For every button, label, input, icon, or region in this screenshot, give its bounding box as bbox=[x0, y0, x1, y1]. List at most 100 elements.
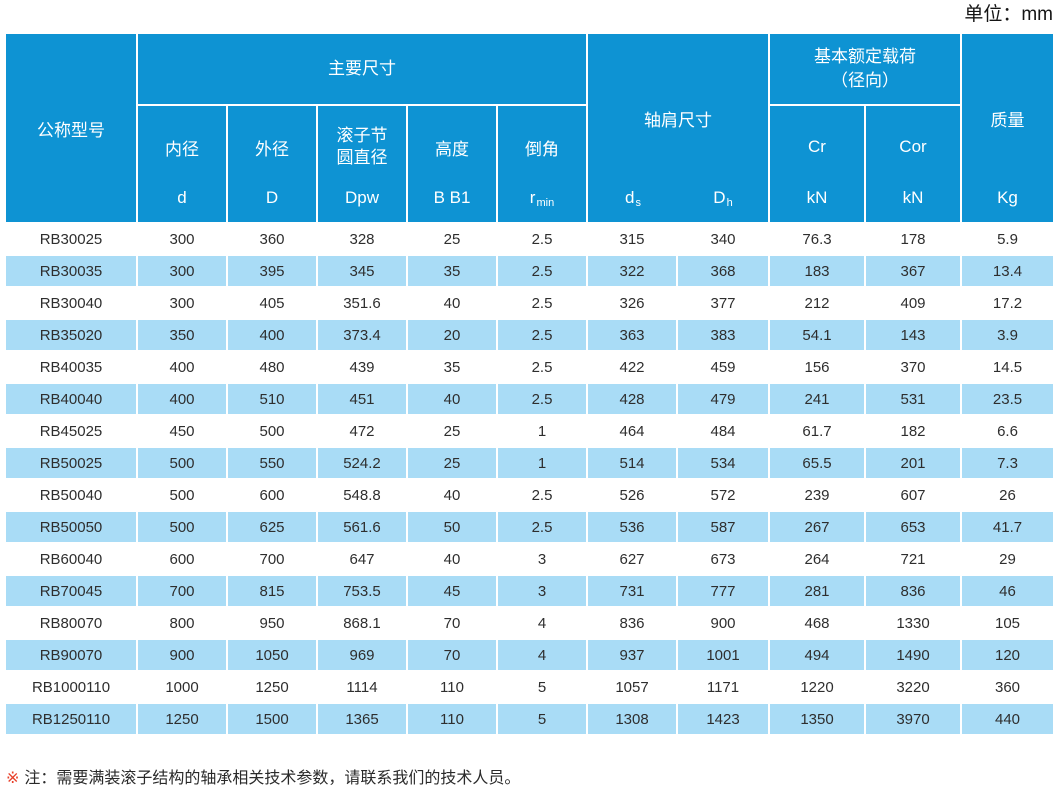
value-cell: 531 bbox=[866, 384, 960, 414]
value-cell: 510 bbox=[228, 384, 316, 414]
col-group-main-dimensions: 主要尺寸 bbox=[138, 34, 586, 104]
value-cell: 2.5 bbox=[498, 512, 586, 542]
value-cell: 800 bbox=[138, 608, 226, 638]
value-cell: 20 bbox=[408, 320, 496, 350]
value-cell: 368 bbox=[678, 256, 768, 286]
value-cell: 1220 bbox=[770, 672, 864, 702]
value-cell: 1114 bbox=[318, 672, 406, 702]
value-cell: 500 bbox=[228, 416, 316, 446]
value-cell: 50 bbox=[408, 512, 496, 542]
value-cell: 3 bbox=[498, 576, 586, 606]
value-cell: 587 bbox=[678, 512, 768, 542]
value-cell: 1 bbox=[498, 416, 586, 446]
value-cell: 395 bbox=[228, 256, 316, 286]
value-cell: 1365 bbox=[318, 704, 406, 734]
value-cell: 4 bbox=[498, 608, 586, 638]
value-cell: 239 bbox=[770, 480, 864, 510]
model-cell: RB30035 bbox=[6, 256, 136, 286]
table-row: RB35020 350 400 373.4 20 2.5 363 383 54.1 143 3.9 bbox=[6, 320, 1053, 350]
value-cell: 405 bbox=[228, 288, 316, 318]
value-cell: 673 bbox=[678, 544, 768, 574]
value-cell: 315 bbox=[588, 224, 676, 254]
value-cell: 1000 bbox=[138, 672, 226, 702]
value-cell: 61.7 bbox=[770, 416, 864, 446]
model-cell: RB70045 bbox=[6, 576, 136, 606]
value-cell: 35 bbox=[408, 256, 496, 286]
value-cell: 201 bbox=[866, 448, 960, 478]
value-cell: 300 bbox=[138, 288, 226, 318]
footnote-marker: ※ bbox=[6, 770, 20, 787]
model-cell: RB90070 bbox=[6, 640, 136, 670]
value-cell: 40 bbox=[408, 288, 496, 318]
value-cell: 428 bbox=[588, 384, 676, 414]
col-group-shoulder-dimensions: 轴肩尺寸 ds Dh bbox=[588, 34, 768, 222]
value-cell: 607 bbox=[866, 480, 960, 510]
footnote-text: 注：需要满装滚子结构的轴承相关技术参数，请联系我们的技术人员。 bbox=[24, 770, 521, 787]
col-group-load-rating: 基本额定载荷 （径向） bbox=[770, 34, 960, 104]
value-cell: 17.2 bbox=[962, 288, 1053, 318]
value-cell: 212 bbox=[770, 288, 864, 318]
value-cell: 300 bbox=[138, 256, 226, 286]
table-row: RB30040 300 405 351.6 40 2.5 326 377 212 409 17.2 bbox=[6, 288, 1053, 318]
model-cell: RB50050 bbox=[6, 512, 136, 542]
col-header-cor: Cor kN bbox=[866, 106, 960, 222]
value-cell: 1250 bbox=[228, 672, 316, 702]
table-header: 公称型号 主要尺寸 轴肩尺寸 ds Dh 基本额定载荷 （径向） bbox=[6, 34, 1053, 222]
value-cell: 70 bbox=[408, 608, 496, 638]
value-cell: 484 bbox=[678, 416, 768, 446]
table-row: RB60040 600 700 647 40 3 627 673 264 721 29 bbox=[6, 544, 1053, 574]
value-cell: 3220 bbox=[866, 672, 960, 702]
value-cell: 500 bbox=[138, 512, 226, 542]
value-cell: 439 bbox=[318, 352, 406, 382]
value-cell: 450 bbox=[138, 416, 226, 446]
table-row: RB40035 400 480 439 35 2.5 422 459 156 370 14.5 bbox=[6, 352, 1053, 382]
table-row: RB40040 400 510 451 40 2.5 428 479 241 531 23.5 bbox=[6, 384, 1053, 414]
value-cell: 7.3 bbox=[962, 448, 1053, 478]
value-cell: 345 bbox=[318, 256, 406, 286]
model-cell: RB35020 bbox=[6, 320, 136, 350]
value-cell: 326 bbox=[588, 288, 676, 318]
model-cell: RB80070 bbox=[6, 608, 136, 638]
value-cell: 625 bbox=[228, 512, 316, 542]
value-cell: 753.5 bbox=[318, 576, 406, 606]
table-body: RB30025 300 360 328 25 2.5 315 340 76.3 178 5.9 RB3… bbox=[6, 224, 1053, 734]
table-row: RB80070 800 950 868.1 70 4 836 900 468 1330 105 bbox=[6, 608, 1053, 638]
col-header-mass: 质量 Kg bbox=[962, 34, 1053, 222]
value-cell: 422 bbox=[588, 352, 676, 382]
value-cell: 400 bbox=[138, 352, 226, 382]
value-cell: 1330 bbox=[866, 608, 960, 638]
value-cell: 836 bbox=[588, 608, 676, 638]
value-cell: 110 bbox=[408, 672, 496, 702]
value-cell: 350 bbox=[138, 320, 226, 350]
model-cell: RB50025 bbox=[6, 448, 136, 478]
value-cell: 14.5 bbox=[962, 352, 1053, 382]
value-cell: 35 bbox=[408, 352, 496, 382]
model-cell: RB60040 bbox=[6, 544, 136, 574]
value-cell: 340 bbox=[678, 224, 768, 254]
model-cell: RB40035 bbox=[6, 352, 136, 382]
value-cell: 5 bbox=[498, 704, 586, 734]
value-cell: 2.5 bbox=[498, 352, 586, 382]
value-cell: 383 bbox=[678, 320, 768, 350]
value-cell: 373.4 bbox=[318, 320, 406, 350]
value-cell: 950 bbox=[228, 608, 316, 638]
value-cell: 700 bbox=[138, 576, 226, 606]
value-cell: 627 bbox=[588, 544, 676, 574]
value-cell: 1057 bbox=[588, 672, 676, 702]
value-cell: 815 bbox=[228, 576, 316, 606]
value-cell: 29 bbox=[962, 544, 1053, 574]
value-cell: 363 bbox=[588, 320, 676, 350]
value-cell: 281 bbox=[770, 576, 864, 606]
value-cell: 536 bbox=[588, 512, 676, 542]
col-header-ds: ds bbox=[625, 188, 641, 209]
value-cell: 25 bbox=[408, 448, 496, 478]
col-header-model: 公称型号 bbox=[6, 34, 136, 222]
col-header-bore: 内径 d bbox=[138, 106, 226, 222]
bearing-spec-table: 公称型号 主要尺寸 轴肩尺寸 ds Dh 基本额定载荷 （径向） bbox=[4, 32, 1055, 736]
value-cell: 451 bbox=[318, 384, 406, 414]
value-cell: 1490 bbox=[866, 640, 960, 670]
value-cell: 1308 bbox=[588, 704, 676, 734]
model-cell: RB30040 bbox=[6, 288, 136, 318]
model-cell: RB30025 bbox=[6, 224, 136, 254]
value-cell: 70 bbox=[408, 640, 496, 670]
